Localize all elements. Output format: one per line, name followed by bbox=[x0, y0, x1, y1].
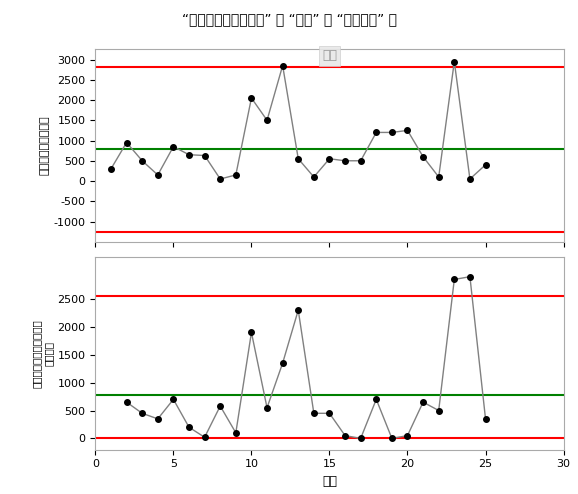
Y-axis label: 两次烧毁间的小时数: 两次烧毁间的小时数 bbox=[39, 116, 50, 175]
Text: 阶段: 阶段 bbox=[322, 49, 337, 62]
Y-axis label: 移动极差（两次烧毁间的
小时数）: 移动极差（两次烧毁间的 小时数） bbox=[32, 319, 53, 388]
X-axis label: 烧毁: 烧毁 bbox=[322, 475, 337, 488]
Text: “两次烧毁间的小时数” 的 “单值” 和 “移动极差” 图: “两次烧毁间的小时数” 的 “单值” 和 “移动极差” 图 bbox=[181, 12, 397, 26]
